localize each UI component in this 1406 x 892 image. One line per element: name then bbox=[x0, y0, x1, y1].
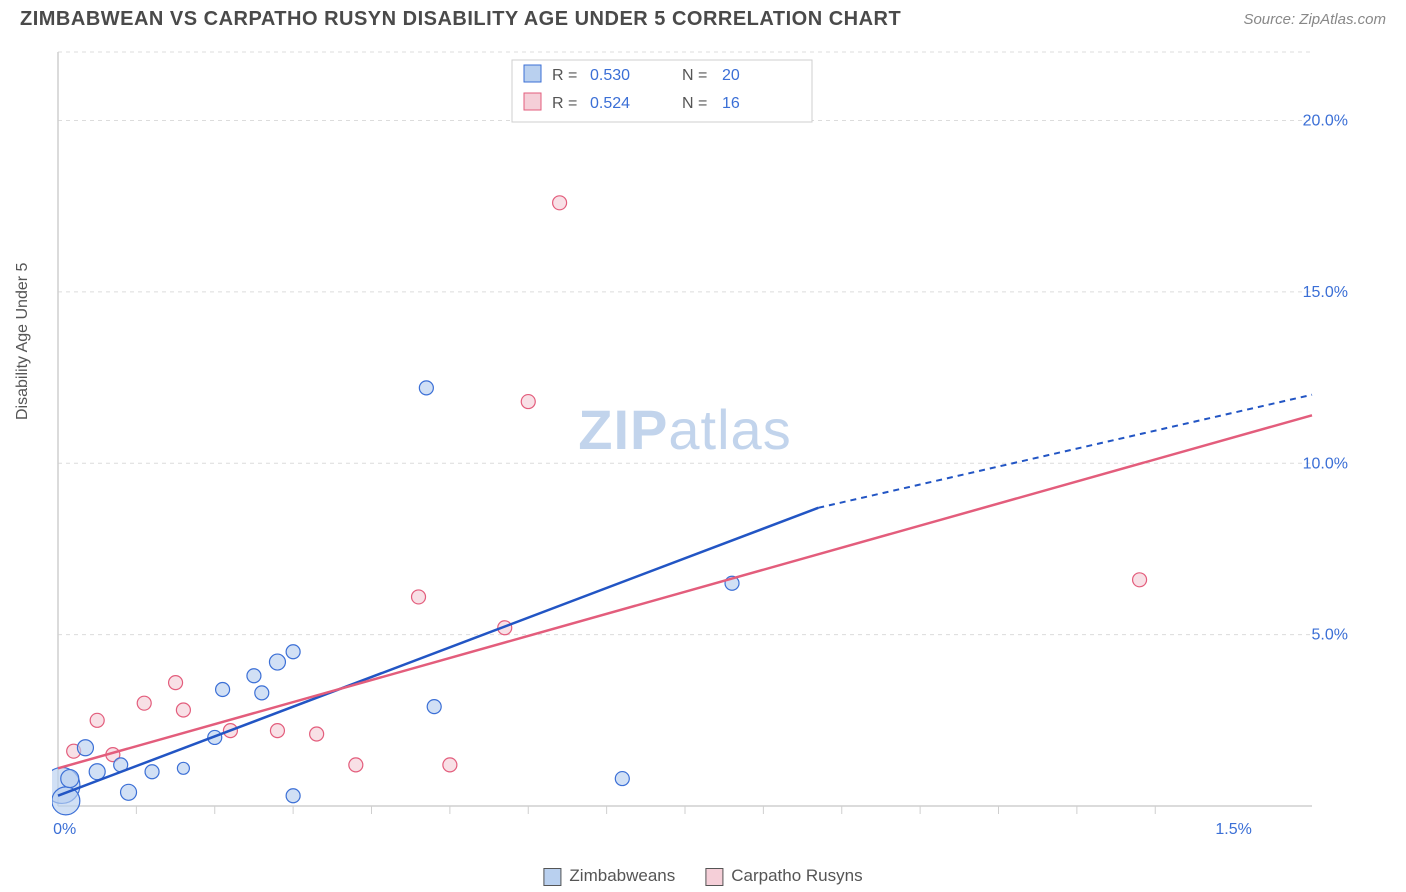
svg-text:20.0%: 20.0% bbox=[1303, 113, 1348, 130]
svg-text:15.0%: 15.0% bbox=[1303, 284, 1348, 301]
chart-title: ZIMBABWEAN VS CARPATHO RUSYN DISABILITY … bbox=[20, 8, 901, 31]
svg-text:N =: N = bbox=[682, 95, 707, 112]
swatch-pink bbox=[705, 868, 723, 886]
svg-text:R =: R = bbox=[552, 67, 577, 84]
svg-text:N =: N = bbox=[682, 67, 707, 84]
scatter-plot: 5.0% 10.0% 15.0% 20.0% 0.0% 1.5% ZIPatlas R = 0.… bbox=[52, 42, 1356, 842]
svg-text:ZIPatlas: ZIPatlas bbox=[578, 398, 791, 461]
title-bar: ZIMBABWEAN VS CARPATHO RUSYN DISABILITY … bbox=[0, 0, 1406, 35]
legend-item-zimbabweans: Zimbabweans bbox=[543, 866, 675, 886]
source-label: Source: ZipAtlas.com bbox=[1243, 11, 1386, 28]
svg-text:0.524: 0.524 bbox=[590, 95, 630, 112]
svg-text:1.5%: 1.5% bbox=[1215, 821, 1251, 838]
legend-item-carpatho: Carpatho Rusyns bbox=[705, 866, 862, 886]
swatch-blue bbox=[543, 868, 561, 886]
y-axis-label: Disability Age Under 5 bbox=[14, 263, 32, 420]
svg-text:10.0%: 10.0% bbox=[1303, 455, 1348, 472]
svg-text:5.0%: 5.0% bbox=[1312, 627, 1348, 644]
svg-text:16: 16 bbox=[722, 95, 740, 112]
svg-text:20: 20 bbox=[722, 67, 740, 84]
svg-text:0.0%: 0.0% bbox=[52, 821, 76, 838]
chart-area: 5.0% 10.0% 15.0% 20.0% 0.0% 1.5% ZIPatlas R = 0.… bbox=[52, 42, 1356, 842]
svg-text:R =: R = bbox=[552, 95, 577, 112]
svg-text:0.530: 0.530 bbox=[590, 67, 630, 84]
legend-bottom: Zimbabweans Carpatho Rusyns bbox=[543, 866, 862, 886]
